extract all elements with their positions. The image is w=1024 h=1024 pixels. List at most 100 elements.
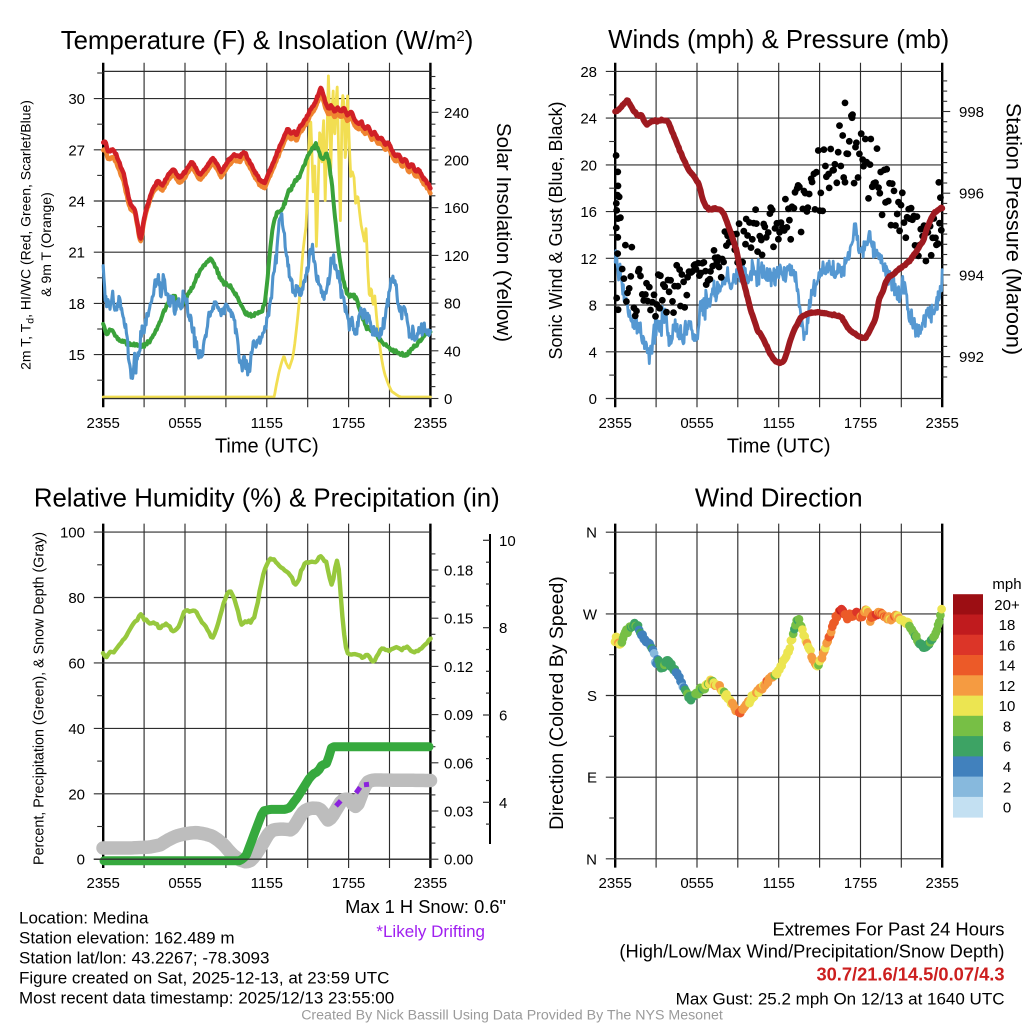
svg-text:Station Pressure (Maroon): Station Pressure (Maroon): [1002, 103, 1024, 355]
svg-text:Sonic Wind & Gust (Blue, Black: Sonic Wind & Gust (Blue, Black): [546, 101, 566, 359]
svg-text:mph: mph: [992, 576, 1021, 593]
svg-text:0.12: 0.12: [444, 659, 473, 676]
svg-text:2355: 2355: [926, 415, 959, 432]
svg-text:2355: 2355: [87, 415, 120, 432]
svg-text:160: 160: [444, 200, 469, 217]
svg-text:0.15: 0.15: [444, 611, 473, 628]
svg-text:1155: 1155: [251, 415, 283, 432]
svg-text:0.03: 0.03: [444, 804, 473, 821]
svg-text:8: 8: [499, 620, 507, 637]
svg-text:1755: 1755: [332, 415, 365, 432]
svg-text:998: 998: [959, 104, 984, 121]
svg-text:992: 992: [959, 349, 984, 366]
svg-text:Location: Medina: Location: Medina: [19, 909, 149, 928]
svg-text:27: 27: [68, 142, 85, 159]
svg-text:E: E: [587, 770, 597, 787]
svg-text:994: 994: [959, 267, 984, 284]
svg-text:1755: 1755: [844, 875, 877, 892]
svg-text:8: 8: [589, 298, 597, 315]
svg-text:18: 18: [68, 296, 85, 313]
svg-text:Time (UTC): Time (UTC): [727, 436, 831, 458]
svg-text:14: 14: [999, 658, 1016, 675]
svg-text:15: 15: [68, 347, 85, 364]
svg-text:2355: 2355: [599, 875, 632, 892]
svg-text:(High/Low/Max Wind/Precipitati: (High/Low/Max Wind/Precipitation/Snow De…: [619, 941, 1004, 962]
svg-text:60: 60: [68, 655, 85, 672]
svg-text:80: 80: [444, 296, 461, 313]
svg-text:Max 1 H Snow: 0.6": Max 1 H Snow: 0.6": [345, 896, 506, 917]
svg-text:0555: 0555: [168, 415, 201, 432]
svg-text:40: 40: [444, 343, 461, 360]
svg-text:6: 6: [1003, 739, 1011, 756]
svg-text:2355: 2355: [414, 415, 447, 432]
svg-text:0555: 0555: [680, 415, 713, 432]
svg-text:8: 8: [1003, 719, 1011, 736]
svg-text:S: S: [587, 688, 597, 705]
svg-text:0.09: 0.09: [444, 707, 473, 724]
svg-text:4: 4: [1003, 759, 1011, 776]
svg-text:Max Gust: 25.2 mph On 12/13 at: Max Gust: 25.2 mph On 12/13 at 1640 UTC: [676, 990, 1005, 1009]
svg-text:6: 6: [499, 708, 507, 725]
svg-text:1755: 1755: [844, 415, 877, 432]
svg-text:18: 18: [999, 617, 1016, 634]
svg-text:0555: 0555: [168, 875, 201, 892]
svg-text:30: 30: [68, 91, 85, 108]
svg-text:2355: 2355: [414, 875, 447, 892]
svg-text:W: W: [583, 606, 598, 623]
svg-text:21: 21: [68, 245, 85, 262]
svg-text:Time (UTC): Time (UTC): [215, 436, 319, 458]
svg-text:1155: 1155: [763, 875, 795, 892]
svg-text:20: 20: [68, 786, 85, 803]
svg-text:Created By Nick Bassill Using: Created By Nick Bassill Using Data Provi…: [301, 1008, 723, 1024]
svg-text:0: 0: [1003, 800, 1011, 817]
svg-text:Station elevation: 162.489 m: Station elevation: 162.489 m: [19, 929, 234, 948]
svg-text:2355: 2355: [599, 415, 632, 432]
svg-text:Figure created on Sat, 2025-12: Figure created on Sat, 2025-12-13, at 23…: [19, 969, 389, 988]
svg-text:Percent, Precipitation (Green): Percent, Precipitation (Green), & Snow D…: [32, 532, 48, 865]
svg-text:0.18: 0.18: [444, 563, 473, 580]
svg-text:Extremes For Past 24 Hours: Extremes For Past 24 Hours: [772, 919, 1004, 940]
svg-text:*Likely Drifting: *Likely Drifting: [376, 922, 485, 941]
svg-text:1755: 1755: [332, 875, 365, 892]
svg-text:24: 24: [580, 111, 597, 128]
svg-text:Most recent data timestamp: 20: Most recent data timestamp: 2025/12/13 2…: [19, 989, 394, 1008]
svg-text:0.00: 0.00: [444, 852, 473, 869]
svg-text:240: 240: [444, 105, 469, 122]
svg-text:2355: 2355: [926, 875, 959, 892]
svg-text:0555: 0555: [680, 875, 713, 892]
svg-text:16: 16: [999, 637, 1016, 654]
svg-text:2m T, Td, HI/WC (Red, Green, S: 2m T, Td, HI/WC (Red, Green, Scarlet/Blu…: [18, 100, 37, 370]
svg-text:Relative Humidity (%) & Precip: Relative Humidity (%) & Precipitation (i…: [34, 485, 500, 513]
svg-text:996: 996: [959, 186, 984, 203]
svg-text:120: 120: [444, 248, 469, 265]
svg-text:1155: 1155: [251, 875, 283, 892]
svg-text:24: 24: [68, 194, 85, 211]
svg-text:40: 40: [68, 721, 85, 738]
svg-text:12: 12: [999, 678, 1016, 695]
svg-text:Wind Direction: Wind Direction: [695, 485, 863, 513]
svg-text:28: 28: [580, 64, 597, 81]
svg-text:Direction (Colored By Speed): Direction (Colored By Speed): [546, 576, 568, 830]
svg-text:4: 4: [589, 344, 597, 361]
svg-text:10: 10: [499, 533, 516, 550]
svg-text:& 9m T (Orange): & 9m T (Orange): [38, 192, 54, 297]
svg-text:80: 80: [68, 590, 85, 607]
svg-text:200: 200: [444, 153, 469, 170]
svg-text:20: 20: [580, 157, 597, 174]
svg-text:1155: 1155: [763, 415, 795, 432]
svg-text:0.06: 0.06: [444, 755, 473, 772]
svg-text:Winds (mph) & Pressure (mb): Winds (mph) & Pressure (mb): [608, 26, 949, 54]
svg-text:4: 4: [499, 795, 507, 812]
svg-text:0: 0: [589, 391, 597, 408]
svg-text:30.7/21.6/14.5/0.07/4.3: 30.7/21.6/14.5/0.07/4.3: [816, 964, 1004, 985]
svg-text:N: N: [586, 525, 597, 542]
svg-text:2: 2: [1003, 779, 1011, 796]
svg-text:2355: 2355: [87, 875, 120, 892]
svg-text:0: 0: [444, 391, 452, 408]
svg-text:N: N: [586, 851, 597, 868]
svg-text:Station lat/lon: 43.2267; -78.: Station lat/lon: 43.2267; -78.3093: [19, 949, 269, 968]
svg-text:0: 0: [77, 852, 85, 869]
svg-text:16: 16: [580, 204, 597, 221]
svg-text:20+: 20+: [994, 597, 1020, 614]
svg-text:10: 10: [999, 698, 1016, 715]
